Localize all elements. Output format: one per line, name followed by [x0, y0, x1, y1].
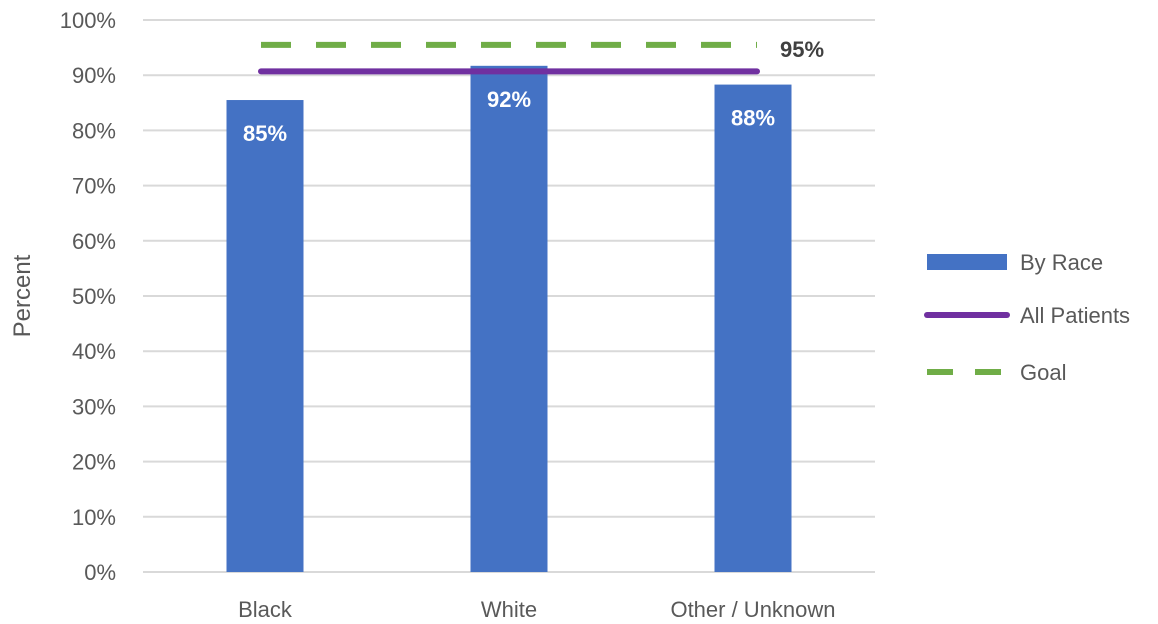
x-axis-categories: Black White Other / Unknown — [238, 597, 835, 622]
y-tick-label: 50% — [72, 284, 116, 309]
y-tick-label: 40% — [72, 339, 116, 364]
bar — [714, 84, 792, 573]
y-tick-label: 80% — [72, 118, 116, 143]
reference-lines: 95% — [258, 37, 824, 75]
bars: 85% 92% 88% — [226, 65, 792, 573]
y-tick-label: 0% — [84, 560, 116, 585]
bar — [226, 100, 304, 572]
y-tick-label: 20% — [72, 450, 116, 475]
y-tick-label: 70% — [72, 174, 116, 199]
x-category-label: White — [481, 597, 537, 622]
y-tick-label: 100% — [60, 8, 116, 33]
bar-value-label: 85% — [243, 121, 287, 146]
bar — [470, 65, 548, 572]
legend-label: All Patients — [1020, 303, 1130, 328]
legend-label: Goal — [1020, 360, 1066, 385]
goal-value-label: 95% — [780, 37, 824, 62]
legend-swatch-bar — [927, 254, 1007, 270]
legend-label: By Race — [1020, 250, 1103, 275]
y-tick-label: 90% — [72, 63, 116, 88]
legend: By Race All Patients Goal — [924, 250, 1130, 385]
bar-value-label: 88% — [731, 106, 775, 131]
y-tick-label: 60% — [72, 229, 116, 254]
y-tick-label: 30% — [72, 394, 116, 419]
y-axis-ticks: 0% 10% 20% 30% 40% 50% 60% 70% 80% 90% 100% — [60, 8, 116, 585]
bar-value-label: 92% — [487, 87, 531, 112]
y-axis-title: Percent — [9, 254, 36, 337]
y-tick-label: 10% — [72, 505, 116, 530]
x-category-label: Black — [238, 597, 293, 622]
x-category-label: Other / Unknown — [670, 597, 835, 622]
